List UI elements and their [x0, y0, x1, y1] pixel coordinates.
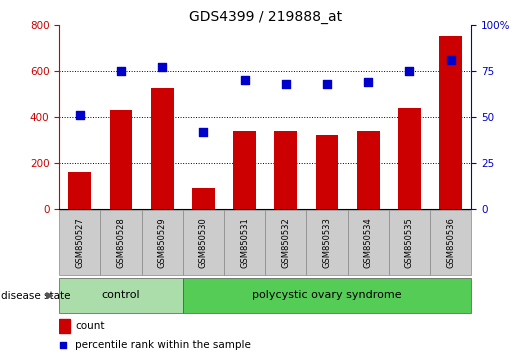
Point: [282, 81, 290, 86]
Point: [117, 68, 125, 74]
Point: [199, 129, 208, 135]
Text: control: control: [102, 290, 140, 300]
Bar: [265, 210, 306, 275]
Title: GDS4399 / 219888_at: GDS4399 / 219888_at: [188, 10, 342, 24]
Text: GSM850528: GSM850528: [116, 217, 126, 268]
Bar: [151, 88, 174, 209]
Bar: [306, 210, 348, 275]
Text: GSM850529: GSM850529: [158, 217, 167, 268]
Bar: [224, 210, 265, 275]
Point: [323, 81, 331, 86]
Bar: [439, 36, 462, 209]
Bar: [183, 210, 224, 275]
Bar: [389, 210, 430, 275]
Text: count: count: [75, 321, 105, 331]
Point: [241, 77, 249, 83]
Bar: [357, 131, 380, 209]
Text: GSM850527: GSM850527: [75, 217, 84, 268]
Point: [59, 343, 67, 348]
Text: GSM850534: GSM850534: [364, 217, 373, 268]
Text: GSM850536: GSM850536: [446, 217, 455, 268]
Bar: [192, 188, 215, 209]
Point: [405, 68, 414, 74]
Text: polycystic ovary syndrome: polycystic ovary syndrome: [252, 290, 402, 300]
Point: [447, 57, 455, 63]
Text: GSM850530: GSM850530: [199, 217, 208, 268]
Bar: [348, 210, 389, 275]
Bar: [142, 210, 183, 275]
Bar: [59, 210, 100, 275]
Text: GSM850533: GSM850533: [322, 217, 332, 268]
Bar: [59, 278, 183, 313]
Bar: [430, 210, 471, 275]
Text: disease state: disease state: [1, 291, 70, 301]
Text: percentile rank within the sample: percentile rank within the sample: [75, 341, 251, 350]
Bar: [274, 131, 297, 209]
Bar: [68, 172, 91, 209]
Point: [364, 79, 372, 85]
Text: GSM850531: GSM850531: [240, 217, 249, 268]
Text: GSM850535: GSM850535: [405, 217, 414, 268]
Bar: [398, 108, 421, 209]
Bar: [59, 319, 70, 333]
Bar: [110, 110, 132, 209]
Bar: [100, 210, 142, 275]
Bar: [233, 131, 256, 209]
Text: GSM850532: GSM850532: [281, 217, 290, 268]
Bar: [183, 278, 471, 313]
Bar: [316, 135, 338, 209]
Point: [158, 64, 166, 70]
Point: [76, 112, 84, 118]
